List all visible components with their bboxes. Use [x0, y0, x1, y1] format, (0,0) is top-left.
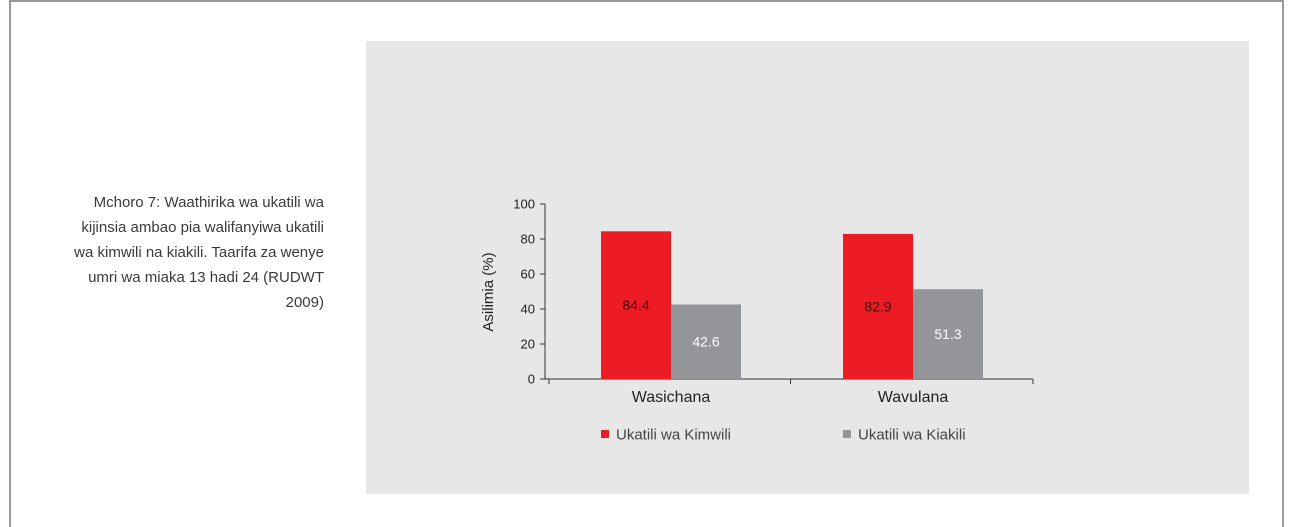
data-label: 84.4 — [622, 297, 649, 313]
figure-frame — [9, 0, 1284, 527]
legend-label: Ukatili wa Kimwili — [616, 427, 731, 444]
y-axis-title: Asilimia (%) — [480, 252, 497, 331]
data-label: 82.9 — [864, 298, 891, 314]
category-label: Wasichana — [632, 389, 711, 406]
y-tick-label: 60 — [521, 267, 535, 282]
y-tick-label: 100 — [513, 197, 535, 212]
chart-panel — [366, 41, 1249, 494]
category-label: Wavulana — [878, 389, 949, 406]
bar — [913, 289, 983, 379]
legend-swatch — [843, 430, 851, 438]
legend-swatch — [601, 430, 609, 438]
legend-label: Ukatili wa Kiakili — [858, 427, 966, 444]
bar — [601, 231, 671, 379]
bar — [843, 233, 913, 379]
y-tick-label: 20 — [521, 337, 535, 352]
bar — [671, 304, 741, 379]
y-tick-label: 0 — [528, 372, 535, 387]
y-tick-label: 40 — [521, 302, 535, 317]
data-label: 51.3 — [934, 326, 961, 342]
data-label: 42.6 — [692, 334, 719, 350]
y-tick-label: 80 — [521, 232, 535, 247]
figure-caption: Mchoro 7: Waathirika wa ukatili wa kijin… — [74, 194, 324, 311]
